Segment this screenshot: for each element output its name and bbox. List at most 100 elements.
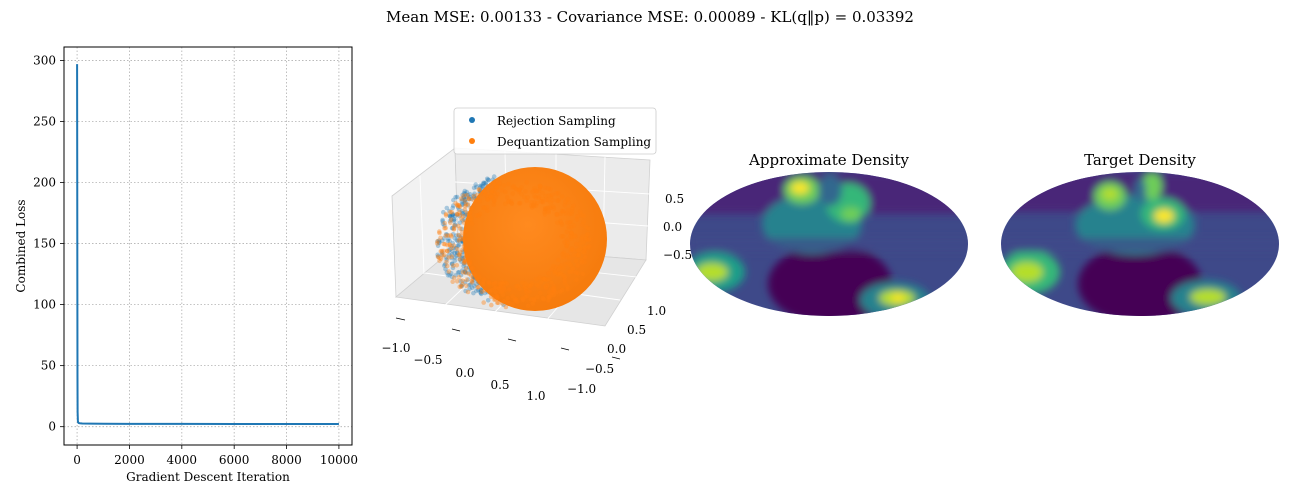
dequantization-point — [540, 199, 546, 205]
dequantization-point — [553, 269, 558, 275]
dequantization-point — [582, 250, 587, 255]
dequantization-point — [480, 280, 486, 285]
dequantization-point — [568, 230, 574, 235]
dequantization-point — [460, 230, 465, 235]
dequantization-point — [457, 252, 463, 258]
dequantization-point — [460, 282, 465, 287]
dequantization-point — [584, 233, 589, 239]
dequantization-point — [558, 263, 564, 268]
dequantization-point — [523, 189, 528, 194]
dequantization-point — [468, 205, 474, 211]
dequantization-point — [569, 211, 574, 216]
dequantization-point — [562, 203, 568, 208]
dequantization-point — [498, 283, 503, 289]
dequantization-point — [576, 252, 581, 258]
dequantization-point — [582, 245, 588, 250]
dequantization-point — [477, 187, 482, 193]
rejection-point — [443, 266, 448, 272]
dequantization-point — [563, 211, 569, 216]
dequantization-point — [492, 181, 498, 187]
rejection-point — [461, 190, 467, 196]
dequantization-point — [525, 303, 531, 309]
dequantization-point — [573, 234, 578, 239]
dequantization-point — [537, 275, 543, 280]
dequantization-point — [437, 258, 442, 264]
dequantization-point — [559, 208, 565, 214]
dequantization-point — [491, 281, 496, 287]
dequantization-point — [529, 205, 535, 210]
dequantization-point — [491, 294, 497, 300]
dequantization-point — [529, 280, 535, 286]
rejection-point — [470, 280, 476, 285]
dequantization-point — [455, 223, 461, 229]
rejection-point — [459, 283, 465, 289]
dequantization-point — [471, 197, 476, 203]
y-tick-label: 250 — [33, 114, 56, 128]
target-density-map: Target Density — [1001, 151, 1279, 316]
dequantization-point — [533, 195, 538, 200]
rejection-point — [467, 195, 473, 200]
rejection-point — [435, 252, 441, 258]
dequantization-point — [481, 281, 486, 287]
rejection-point — [467, 286, 472, 292]
dequantization-point — [467, 214, 473, 219]
rejection-point — [459, 226, 465, 232]
dequantization-point — [556, 198, 561, 203]
dequantization-point — [492, 285, 498, 291]
dequantization-point — [528, 282, 534, 288]
rejection-point — [461, 261, 467, 266]
dequantization-point — [486, 280, 492, 286]
dequantization-point — [481, 205, 486, 210]
dequantization-point — [498, 281, 504, 286]
dequantization-point — [449, 234, 454, 239]
dequantization-point — [567, 255, 572, 260]
dequantization-point — [457, 284, 463, 290]
legend-marker-rejection — [469, 117, 475, 123]
dequantization-point — [541, 297, 547, 302]
dequantization-point — [434, 241, 440, 246]
dequantization-point — [453, 201, 458, 206]
dequantization-point — [517, 187, 522, 193]
dequantization-point — [437, 255, 442, 261]
dequantization-point — [584, 237, 590, 242]
dequantization-point — [542, 209, 547, 215]
dequantization-point — [552, 268, 557, 274]
dequantization-point — [580, 222, 585, 227]
rejection-point — [483, 180, 489, 186]
dequantization-point — [534, 189, 539, 195]
dequantization-point — [536, 188, 542, 194]
dequantization-point — [510, 294, 515, 299]
dequantization-point — [564, 254, 570, 260]
dequantization-point — [561, 209, 566, 214]
z-tick-3d: −0.5 — [663, 248, 692, 262]
dequantization-point — [496, 286, 501, 291]
dequantization-point — [586, 244, 592, 249]
dequantization-point — [445, 248, 450, 254]
rejection-point — [462, 269, 468, 275]
dequantization-point — [449, 209, 455, 215]
rejection-point — [452, 213, 458, 219]
rejection-point — [455, 205, 461, 210]
rejection-point — [462, 188, 468, 194]
rejection-point — [447, 238, 453, 244]
rejection-point — [482, 180, 487, 186]
dequantization-point — [457, 250, 463, 255]
dequantization-point — [463, 260, 469, 265]
dequantization-point — [503, 280, 508, 285]
dequantization-point — [473, 198, 479, 203]
rejection-point — [462, 201, 468, 206]
dequantization-point — [467, 217, 473, 223]
dequantization-point — [569, 230, 574, 236]
rejection-point — [440, 217, 445, 223]
rejection-point — [454, 233, 459, 238]
dequantization-point — [525, 195, 530, 200]
dequantization-point — [571, 223, 577, 228]
dequantization-point — [578, 209, 583, 215]
rejection-point — [445, 238, 451, 244]
rejection-point — [441, 235, 447, 241]
sphere-scatter-plot: −1.0 −0.5 0.0 0.5 1.0 −1.0 −0.5 0.0 0.5 … — [381, 107, 692, 403]
dequantization-point — [466, 196, 472, 202]
rejection-point — [445, 272, 451, 278]
dequantization-point — [461, 243, 467, 249]
dequantization-point — [438, 235, 443, 241]
